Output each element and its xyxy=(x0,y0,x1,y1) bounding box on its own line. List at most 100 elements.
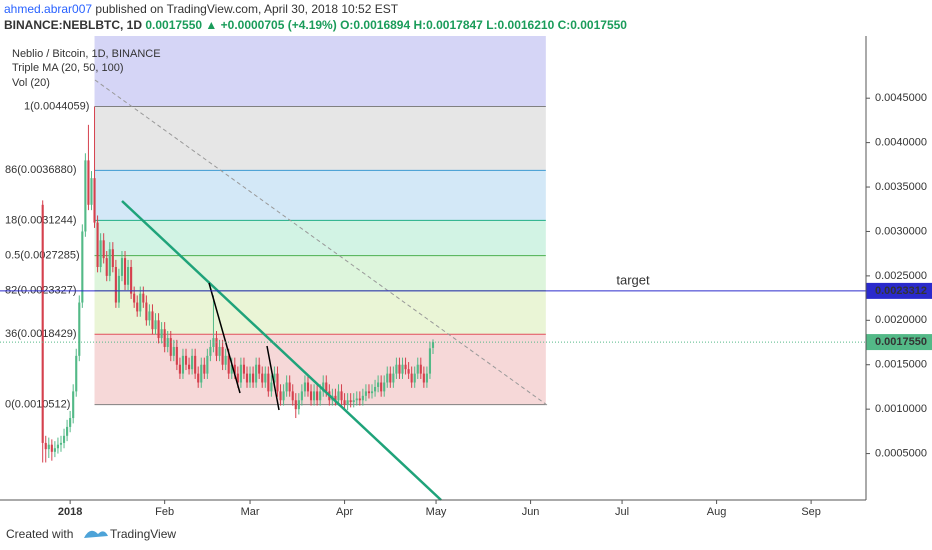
candle-body xyxy=(172,346,175,356)
candle-body xyxy=(127,267,130,285)
y-tick-label: 0.0035000 xyxy=(875,181,927,193)
candle-body xyxy=(370,391,374,394)
candle-body xyxy=(218,346,221,356)
candle-body xyxy=(111,249,114,267)
candle-body xyxy=(206,355,209,374)
candle-body xyxy=(50,444,53,452)
candle-body xyxy=(428,348,432,374)
candle-body xyxy=(291,391,294,401)
candle-body xyxy=(194,355,197,374)
candle-body xyxy=(361,395,364,401)
fib-band xyxy=(94,220,546,256)
last-price-label: 0.0017550 xyxy=(875,336,927,348)
fib-band xyxy=(94,290,546,335)
candle-body xyxy=(364,391,367,396)
y-tick-label: 0.0005000 xyxy=(875,447,927,459)
candle-body xyxy=(337,391,340,401)
candle-body xyxy=(175,346,178,365)
chart-title: Neblio / Bitcoin, 1D, BINANCE xyxy=(12,48,161,60)
x-tick-label: Jun xyxy=(522,506,540,518)
candle-body xyxy=(133,293,136,303)
candle-body xyxy=(319,391,322,401)
ohlc: O:0.0016894 H:0.0017847 L:0.0016210 C:0.… xyxy=(340,18,627,32)
candle-body xyxy=(72,391,75,419)
candle-body xyxy=(151,311,154,330)
candle-layer xyxy=(41,106,435,463)
fib-label: 36(0.0018429) xyxy=(5,328,77,340)
candle-body xyxy=(383,382,386,392)
candle-body xyxy=(47,444,50,450)
fib-label: 18(0.0031244) xyxy=(5,214,77,226)
candle-body xyxy=(416,364,419,374)
candle-body xyxy=(313,391,316,401)
candle-body xyxy=(410,373,413,383)
candle-body xyxy=(367,391,371,394)
candle-body xyxy=(44,442,47,450)
symbol-line: BINANCE:NEBLBTC, 1D 0.0017550 ▲ +0.00007… xyxy=(4,18,627,32)
candle-body xyxy=(209,346,212,356)
candle-body xyxy=(373,386,377,392)
candle-body xyxy=(285,382,288,392)
candle-body xyxy=(270,382,273,392)
candle-body xyxy=(227,355,230,374)
y-tick-label: 0.0030000 xyxy=(875,225,927,237)
candle-body xyxy=(392,373,395,383)
candle-body xyxy=(200,364,203,383)
trendline xyxy=(121,200,442,501)
footer-created: Created with xyxy=(6,527,73,541)
candle-body xyxy=(242,364,246,374)
black-line xyxy=(266,345,280,411)
candle-body xyxy=(166,338,169,347)
candle-body xyxy=(62,435,66,443)
candle-body xyxy=(59,442,63,445)
candle-body xyxy=(264,373,267,383)
candle-body xyxy=(187,364,191,370)
candle-body xyxy=(306,382,310,392)
change: ▲ +0.0000705 (+4.19%) xyxy=(205,18,336,32)
candle-body xyxy=(157,320,160,339)
candle-body xyxy=(419,364,422,374)
candle-body xyxy=(239,364,242,383)
x-tick-label: Jul xyxy=(615,506,629,518)
candle-body xyxy=(215,338,218,356)
candle-body xyxy=(401,364,404,374)
candle-body xyxy=(425,373,428,383)
candle-body xyxy=(224,355,227,365)
candle-body xyxy=(78,302,81,356)
candle-body xyxy=(169,338,172,356)
candle-body xyxy=(236,373,239,383)
y-tick-label: 0.0015000 xyxy=(875,359,927,371)
candle-body xyxy=(136,302,139,312)
candle-body xyxy=(84,160,87,232)
symbol: BINANCE:NEBLBTC, 1D xyxy=(4,18,142,32)
candle-body xyxy=(197,373,200,383)
target-price-box xyxy=(866,282,932,299)
label-layer: target 0.0005000 0.0010000 0.0015000 0.00200… xyxy=(0,92,932,518)
candle-body xyxy=(120,258,124,276)
fib-label: 0(0.0010512) xyxy=(5,399,70,411)
footer-brand[interactable]: TradingView xyxy=(110,527,176,541)
candle-body xyxy=(230,364,233,374)
candle-body xyxy=(334,395,337,401)
fib-extension xyxy=(94,36,546,107)
candle-body xyxy=(398,364,401,374)
candle-body xyxy=(303,382,306,392)
y-tick-label: 0.0025000 xyxy=(875,270,927,282)
candle-body xyxy=(130,267,133,294)
candle-body xyxy=(346,400,349,405)
candle-body xyxy=(395,364,398,374)
fib-band xyxy=(94,255,546,291)
fib-band xyxy=(94,106,546,171)
candle-body xyxy=(105,258,108,276)
candle-body xyxy=(69,418,72,427)
candle-body xyxy=(184,355,188,365)
x-tick-label: Aug xyxy=(707,506,727,518)
candle-body xyxy=(117,275,120,303)
y-tick-label: 0.0020000 xyxy=(875,314,927,326)
x-tick-label: Mar xyxy=(241,506,260,518)
fib-label: 1(0.0044059) xyxy=(24,100,89,112)
candle-body xyxy=(255,364,258,383)
y-tick-label: 0.0040000 xyxy=(875,137,927,149)
logo xyxy=(84,530,108,538)
black-line xyxy=(208,282,241,394)
